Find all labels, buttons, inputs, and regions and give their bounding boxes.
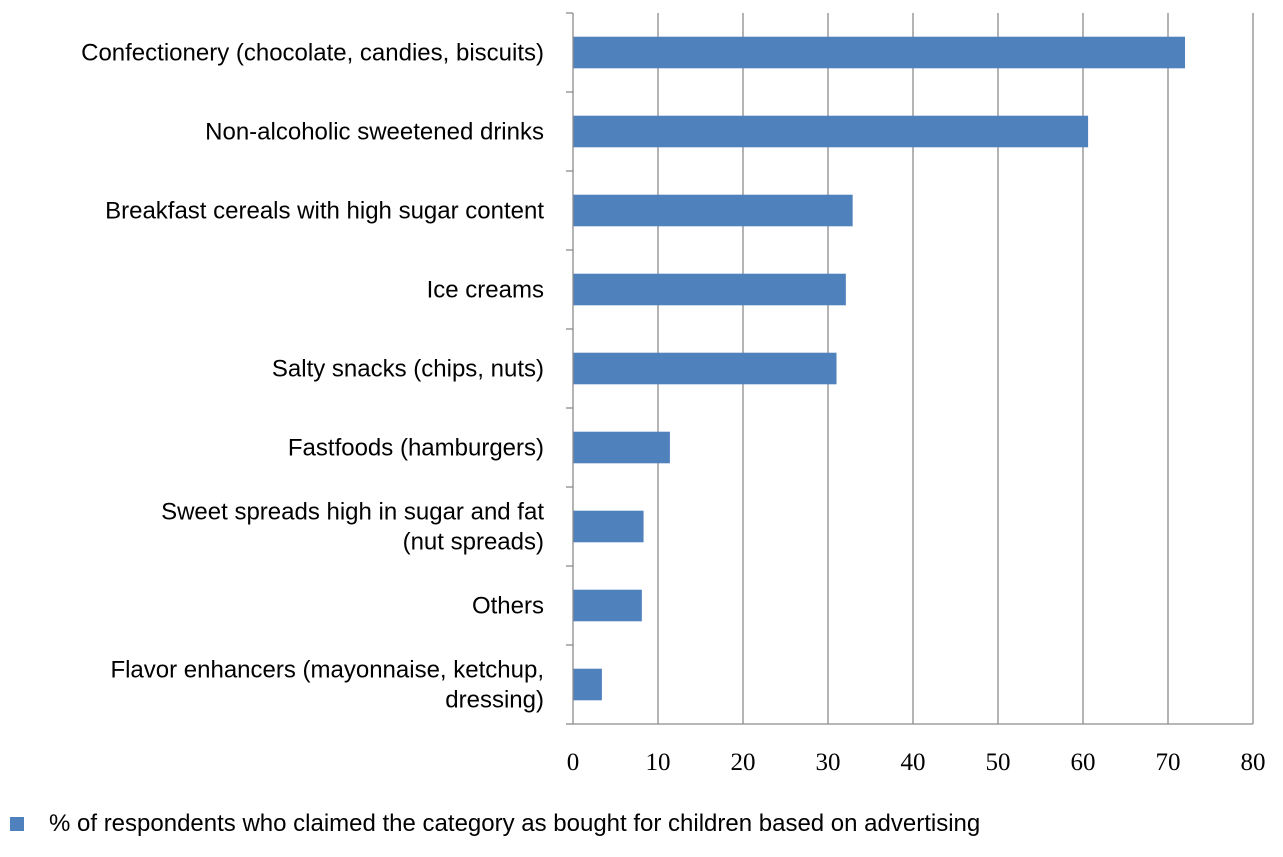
bar — [573, 668, 602, 701]
category-label: Ice creams — [427, 277, 544, 304]
bar — [573, 115, 1089, 148]
bar — [573, 431, 670, 464]
category-label-line: Fastfoods (hamburgers) — [288, 435, 544, 462]
category-label: Breakfast cereals with high sugar conten… — [105, 198, 544, 225]
category-label-line: Others — [472, 593, 544, 620]
category-label-line: Non-alcoholic sweetened drinks — [205, 119, 544, 146]
category-label: Flavor enhancers (mayonnaise, ketchup, dr… — [110, 657, 544, 714]
x-tick-label: 50 — [986, 749, 1011, 776]
category-label-line: Ice creams — [427, 277, 544, 304]
x-tick-label: 0 — [567, 749, 580, 776]
x-tick-label: 80 — [1241, 749, 1266, 776]
category-label-line: dressing) — [445, 687, 544, 714]
category-label: Confectionery (chocolate, candies, biscu… — [81, 40, 544, 67]
category-label-line: Sweet spreads high in sugar and fat — [161, 499, 544, 526]
category-label-line: Flavor enhancers (mayonnaise, ketchup, — [110, 657, 544, 684]
bars — [573, 36, 1185, 701]
bar — [573, 352, 837, 385]
bar — [573, 36, 1185, 69]
legend-label: % of respondents who claimed the categor… — [49, 810, 981, 837]
bar — [573, 510, 644, 543]
x-tick-label: 30 — [816, 749, 841, 776]
axes — [566, 12, 1253, 725]
x-tick-label: 60 — [1071, 749, 1096, 776]
x-tick-label: 10 — [646, 749, 671, 776]
x-tick-labels: 0 10 20 30 40 50 60 70 80 — [567, 749, 1266, 776]
category-label: Fastfoods (hamburgers) — [288, 435, 544, 462]
legend: % of respondents who claimed the categor… — [10, 810, 980, 838]
category-label-line: Confectionery (chocolate, candies, biscu… — [81, 40, 544, 67]
bar — [573, 273, 846, 306]
x-tick-label: 20 — [731, 749, 756, 776]
category-label: Non-alcoholic sweetened drinks — [205, 119, 544, 146]
category-label-line: (nut spreads) — [403, 529, 544, 556]
legend-swatch — [10, 817, 24, 831]
category-labels: Confectionery (chocolate, candies, biscu… — [81, 40, 544, 714]
x-tick-label: 70 — [1156, 749, 1181, 776]
category-label-line: Salty snacks (chips, nuts) — [272, 356, 544, 383]
bar — [573, 589, 642, 622]
category-label-line: Breakfast cereals with high sugar conten… — [105, 198, 544, 225]
category-label: Salty snacks (chips, nuts) — [272, 356, 544, 383]
x-tick-label: 40 — [901, 749, 926, 776]
bar — [573, 194, 853, 227]
category-label: Others — [472, 593, 544, 620]
category-label: Sweet spreads high in sugar and fat (nut … — [161, 499, 544, 556]
